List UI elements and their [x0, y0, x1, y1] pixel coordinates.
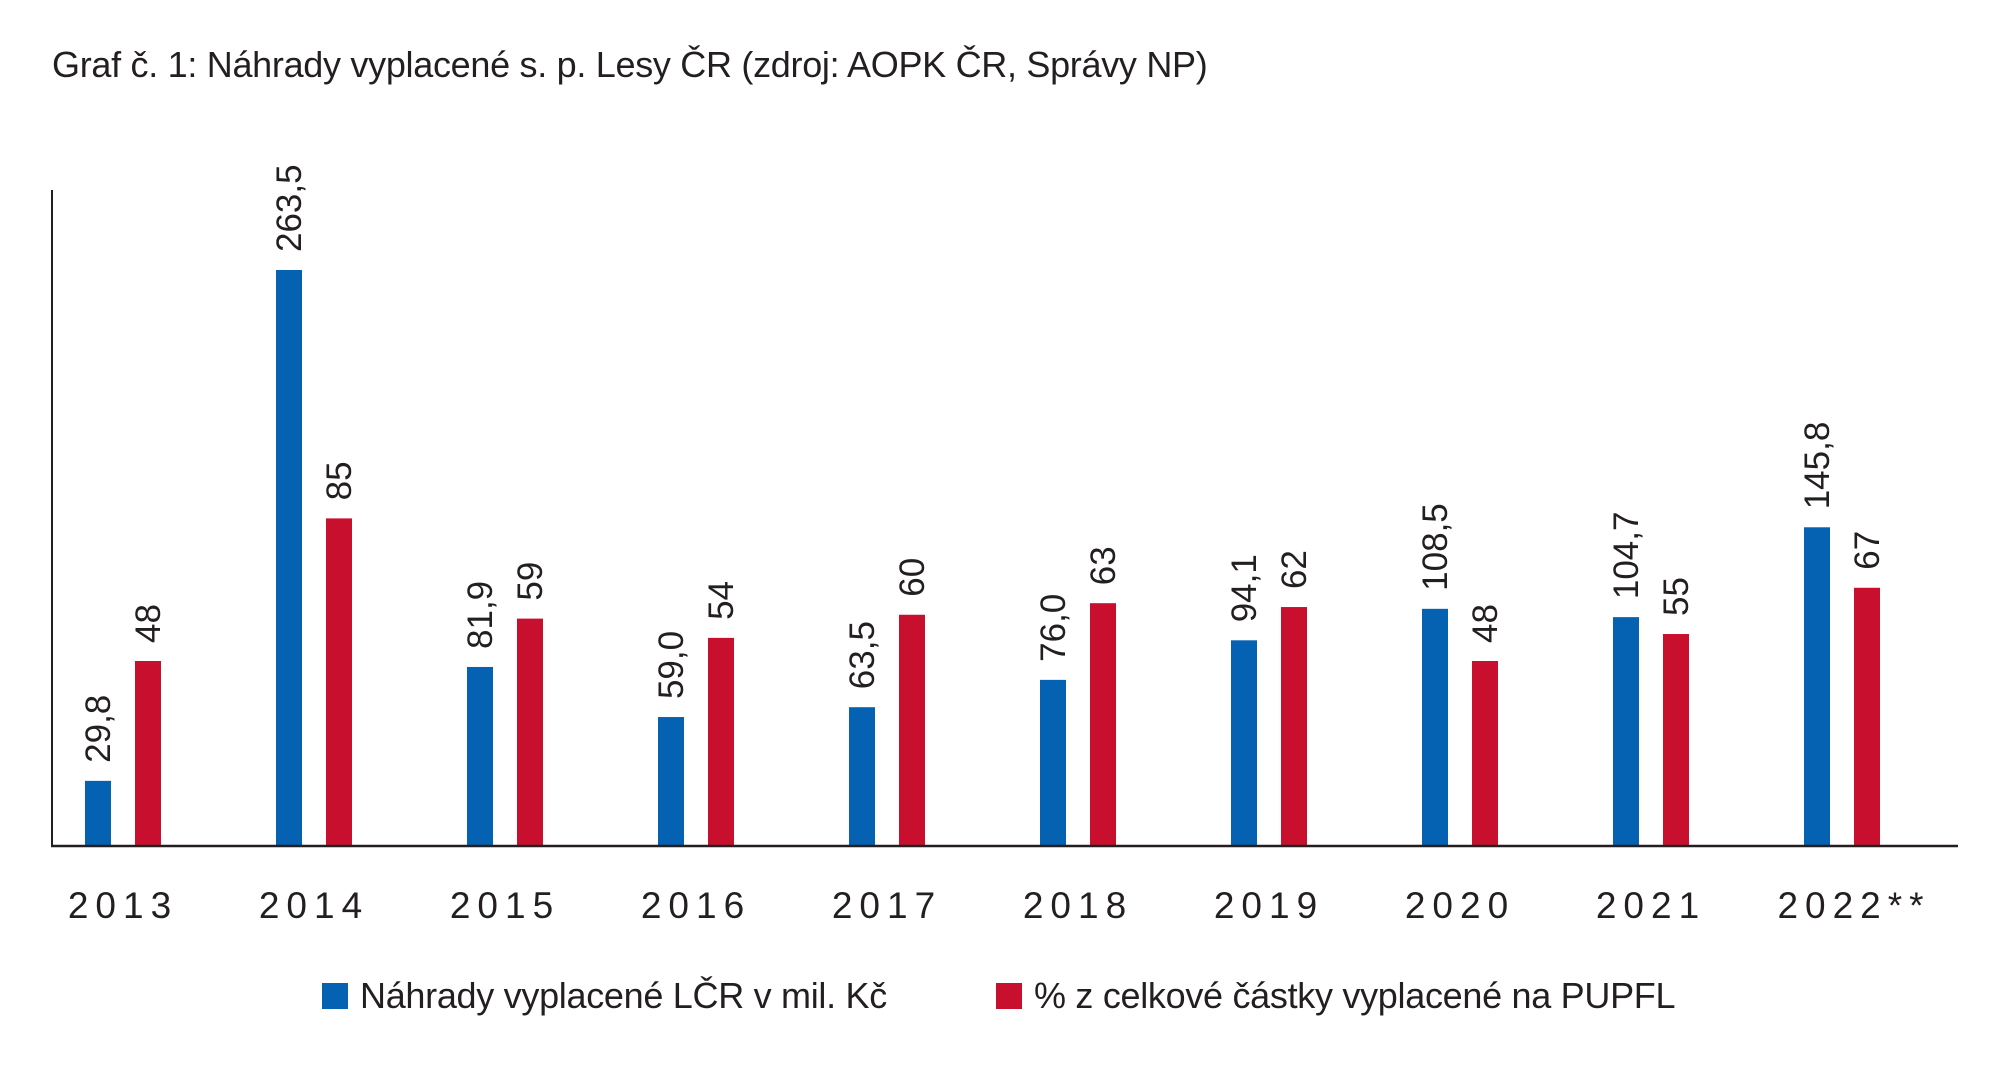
- x-tick-label-2013: 2013: [68, 885, 178, 926]
- x-tick-labels-layer: 2013 2014 2015 2016 2017 2018 2019 2020 2021 2022…: [68, 885, 1930, 926]
- data-label-series2-2022: 67: [1848, 531, 1887, 570]
- x-tick-label-2020: 2020: [1405, 885, 1515, 926]
- data-label-series2-2018: 63: [1084, 546, 1123, 585]
- data-label-series1-2018: 76,0: [1034, 594, 1073, 662]
- chart-title: Graf č. 1: Náhrady vyplacené s. p. Lesy …: [52, 44, 1208, 85]
- legend-label-series2: % z celkové částky vyplacené na PUPFL: [1034, 975, 1676, 1016]
- bar-series1-2014: [276, 270, 302, 846]
- x-tick-label-2016: 2016: [641, 885, 751, 926]
- bar-series2-2015: [517, 618, 543, 846]
- data-label-series2-2016: 54: [702, 581, 741, 620]
- data-label-series1-2014: 263,5: [270, 164, 309, 252]
- bar-series1-2020: [1422, 608, 1448, 846]
- bar-series1-2018: [1040, 679, 1066, 846]
- data-label-series2-2014: 85: [320, 461, 359, 500]
- x-tick-label-2017: 2017: [832, 885, 942, 926]
- legend-item-series1: Náhrady vyplacené LČR v mil. Kč: [322, 975, 887, 1016]
- data-label-series2-2021: 55: [1657, 577, 1696, 616]
- data-label-series2-2017: 60: [893, 558, 932, 597]
- data-label-series2-2020: 48: [1466, 604, 1505, 643]
- legend-label-series1: Náhrady vyplacené LČR v mil. Kč: [360, 975, 887, 1016]
- bar-series2-2019: [1281, 607, 1307, 846]
- bar-series2-2014: [326, 518, 352, 846]
- data-label-series1-2015: 81,9: [461, 581, 500, 649]
- x-tick-label-2022: 2022**: [1777, 885, 1930, 926]
- bar-series1-2016: [658, 717, 684, 846]
- data-label-series1-2019: 94,1: [1225, 554, 1264, 622]
- data-label-series2-2015: 59: [511, 562, 550, 601]
- x-tick-label-2014: 2014: [259, 885, 369, 926]
- legend-swatch-series1: [322, 983, 348, 1009]
- bar-series1-2021: [1613, 617, 1639, 846]
- data-labels-layer: 29,8 48 263,5 85 81,9 59 59,0 54 63,5 60 76,0 63 94,…: [79, 164, 1887, 762]
- legend-swatch-series2: [996, 983, 1022, 1009]
- x-tick-label-2019: 2019: [1214, 885, 1324, 926]
- bars-layer: [85, 270, 1880, 846]
- bar-series2-2022: [1854, 587, 1880, 846]
- bar-series2-2020: [1472, 661, 1498, 846]
- data-label-series1-2020: 108,5: [1416, 503, 1455, 591]
- data-label-series1-2013: 29,8: [79, 695, 118, 763]
- bar-series2-2021: [1663, 634, 1689, 846]
- x-tick-label-2018: 2018: [1023, 885, 1133, 926]
- x-tick-label-2015: 2015: [450, 885, 560, 926]
- bar-series2-2016: [708, 637, 734, 846]
- bar-series1-2022: [1804, 527, 1830, 846]
- data-label-series2-2013: 48: [129, 604, 168, 643]
- bar-series1-2013: [85, 780, 111, 846]
- data-label-series2-2019: 62: [1275, 550, 1314, 589]
- bar-series1-2015: [467, 666, 493, 846]
- data-label-series1-2016: 59,0: [652, 631, 691, 699]
- legend-item-series2: % z celkové částky vyplacené na PUPFL: [996, 975, 1676, 1016]
- data-label-series1-2021: 104,7: [1607, 512, 1646, 600]
- bar-series2-2013: [135, 661, 161, 846]
- bar-series2-2017: [899, 614, 925, 846]
- x-tick-label-2021: 2021: [1596, 885, 1706, 926]
- bar-series1-2019: [1231, 640, 1257, 846]
- data-label-series1-2022: 145,8: [1798, 422, 1837, 510]
- bar-series2-2018: [1090, 603, 1116, 846]
- data-label-series1-2017: 63,5: [843, 621, 882, 689]
- bar-series1-2017: [849, 707, 875, 846]
